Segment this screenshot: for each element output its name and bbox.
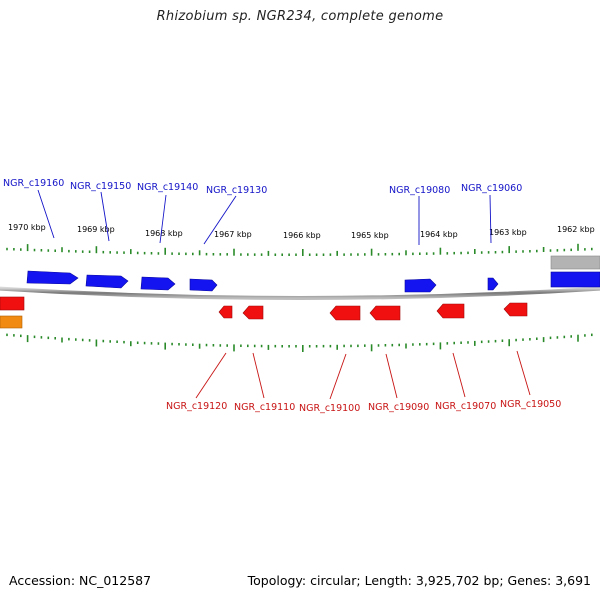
genome-backbone bbox=[0, 286, 600, 300]
gene-label-plus[interactable]: NGR_c19060 bbox=[461, 183, 522, 194]
gene-arrow-plus[interactable] bbox=[487, 277, 499, 291]
minus-strand-genes bbox=[0, 296, 528, 329]
gene-arrow-minus[interactable] bbox=[218, 305, 233, 319]
gene-arrow-minus[interactable] bbox=[329, 305, 361, 321]
label-leader-line bbox=[329, 353, 347, 400]
label-leader-line bbox=[203, 195, 237, 245]
plus-strand-genes bbox=[26, 255, 600, 293]
kbp-label: 1963 kbp bbox=[489, 228, 527, 237]
label-leader-line bbox=[37, 189, 55, 239]
gene-block-minus[interactable] bbox=[0, 296, 25, 311]
kbp-label: 1968 kbp bbox=[145, 229, 183, 238]
gene-label-minus[interactable]: NGR_c19070 bbox=[435, 401, 496, 412]
kbp-label: 1967 kbp bbox=[214, 230, 252, 239]
scale-ticks-bottom bbox=[6, 333, 593, 352]
gene-arrow-plus[interactable] bbox=[140, 276, 176, 291]
label-leader-line bbox=[452, 352, 466, 398]
gene-label-plus[interactable]: NGR_c19080 bbox=[389, 185, 450, 196]
gene-label-minus[interactable]: NGR_c19050 bbox=[500, 399, 561, 410]
gene-arrow-minus[interactable] bbox=[369, 305, 401, 321]
gene-label-minus[interactable]: NGR_c19120 bbox=[166, 401, 227, 412]
label-leader-line bbox=[252, 352, 265, 399]
label-leader-line bbox=[385, 353, 398, 399]
gene-arrow-plus[interactable] bbox=[26, 270, 79, 285]
kbp-scale: 1970 kbp 1969 kbp 1968 kbp 1967 kbp 1966… bbox=[8, 223, 595, 240]
gene-label-minus[interactable]: NGR_c19110 bbox=[234, 402, 295, 413]
kbp-label: 1970 kbp bbox=[8, 223, 46, 232]
gene-arrow-minus[interactable] bbox=[503, 302, 528, 317]
scale-ticks-top bbox=[6, 243, 593, 256]
kbp-label: 1969 kbp bbox=[77, 225, 115, 234]
gene-block-plus[interactable] bbox=[550, 271, 600, 288]
label-leader-line bbox=[195, 352, 227, 399]
kbp-label: 1966 kbp bbox=[283, 231, 321, 240]
minus-gene-labels: NGR_c19120 NGR_c19110 NGR_c19100 NGR_c19… bbox=[166, 350, 561, 414]
gene-label-minus[interactable]: NGR_c19100 bbox=[299, 403, 360, 414]
gene-label-plus[interactable]: NGR_c19150 bbox=[70, 181, 131, 192]
gene-label-minus[interactable]: NGR_c19090 bbox=[368, 402, 429, 413]
gene-arrow-minus[interactable] bbox=[242, 305, 264, 320]
gene-block-grey[interactable] bbox=[550, 255, 600, 270]
map-title: Rhizobium sp. NGR234, complete genome bbox=[156, 9, 444, 24]
gene-arrow-plus[interactable] bbox=[189, 278, 218, 292]
genome-summary-text: Topology: circular; Length: 3,925,702 bp… bbox=[247, 573, 591, 588]
gene-label-plus[interactable]: NGR_c19130 bbox=[206, 185, 267, 196]
gene-arrow-minus[interactable] bbox=[436, 303, 465, 319]
label-leader-line bbox=[489, 194, 492, 244]
plus-gene-labels: NGR_c19160 NGR_c19150 NGR_c19140 NGR_c19… bbox=[3, 178, 522, 245]
label-leader-line bbox=[100, 191, 110, 242]
gene-arrow-plus[interactable] bbox=[85, 274, 129, 289]
gene-arrow-plus[interactable] bbox=[404, 278, 437, 293]
gene-label-plus[interactable]: NGR_c19160 bbox=[3, 178, 64, 189]
kbp-label: 1962 kbp bbox=[557, 225, 595, 234]
label-leader-line bbox=[159, 194, 167, 244]
label-leader-line bbox=[516, 350, 531, 396]
kbp-label: 1965 kbp bbox=[351, 231, 389, 240]
accession-text: Accession: NC_012587 bbox=[9, 573, 152, 588]
kbp-label: 1964 kbp bbox=[420, 230, 458, 239]
gene-label-plus[interactable]: NGR_c19140 bbox=[137, 182, 198, 193]
gene-block-orange[interactable] bbox=[0, 315, 23, 329]
